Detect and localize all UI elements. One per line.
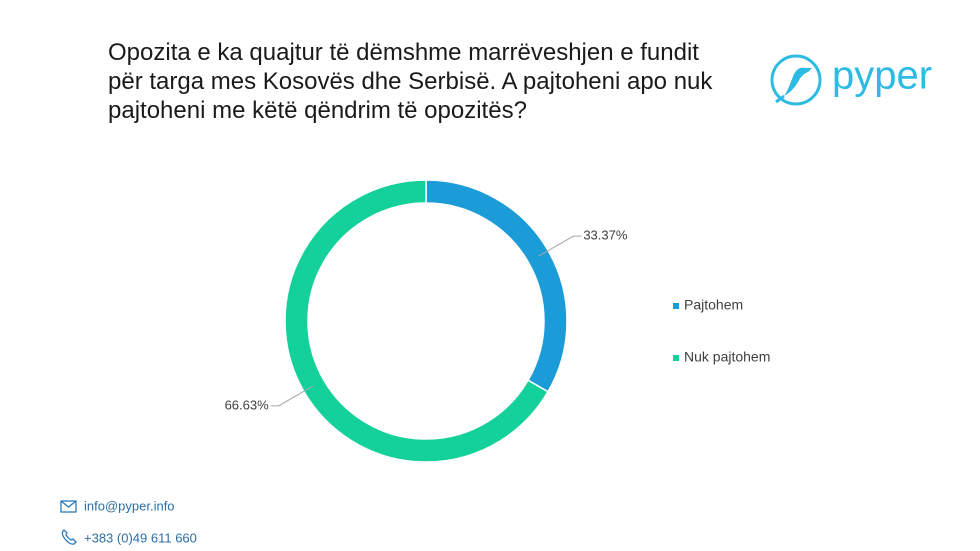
leader-line: [538, 235, 582, 257]
data-label: 33.37%: [583, 228, 628, 243]
leader-line: [270, 385, 314, 407]
footer-email: info@pyper.info: [84, 498, 175, 513]
donut-segment: [284, 179, 549, 463]
legend-swatch: [673, 355, 679, 361]
chart-title: Opozita e ka quajtur të dëmshme marrëves…: [108, 39, 713, 124]
logo-icon: [770, 54, 822, 106]
footer-phone: +383 (0)49 611 660: [84, 530, 197, 545]
legend-swatch: [673, 303, 679, 309]
legend-label: Nuk pajtohem: [684, 349, 770, 365]
phone-icon: [61, 529, 77, 545]
donut-segment: [425, 179, 568, 393]
logo-text: pyper: [832, 54, 932, 98]
legend-label: Pajtohem: [684, 297, 743, 313]
data-label: 66.63%: [225, 397, 270, 412]
email-icon: [60, 500, 77, 513]
